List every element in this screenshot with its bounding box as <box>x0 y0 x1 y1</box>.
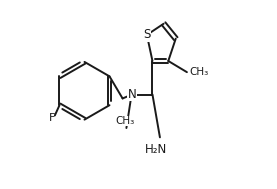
Text: S: S <box>143 28 151 41</box>
Text: CH₃: CH₃ <box>116 116 135 126</box>
Text: H₂N: H₂N <box>145 143 167 156</box>
Text: N: N <box>128 88 136 101</box>
Text: CH₃: CH₃ <box>190 67 209 77</box>
Text: F: F <box>49 113 55 123</box>
